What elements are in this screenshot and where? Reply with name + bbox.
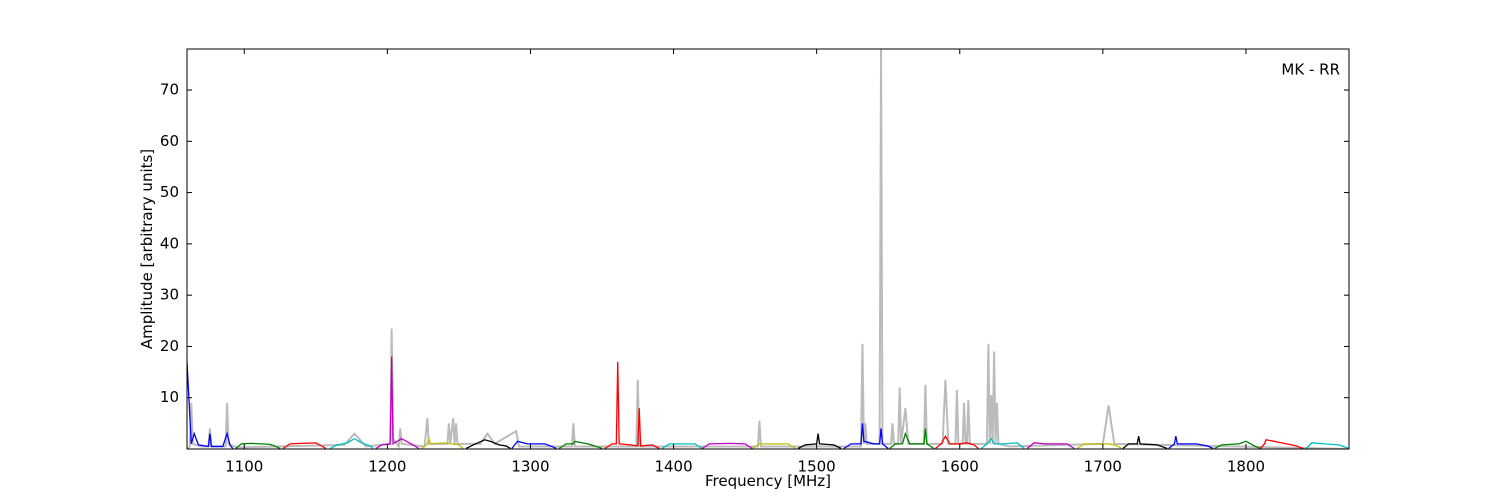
series-line [187, 49, 1349, 449]
series-line [235, 442, 281, 449]
series-line [1076, 443, 1122, 449]
series-line [751, 443, 796, 449]
series-line [558, 440, 603, 449]
series-line [701, 442, 753, 449]
series-line [935, 434, 979, 449]
y-tick-label: 20 [160, 337, 179, 355]
x-tick-label: 1800 [1227, 458, 1265, 476]
series-line [329, 437, 374, 449]
y-tick-label: 10 [160, 388, 179, 406]
y-tick-label: 40 [160, 234, 179, 252]
annotation: MK - RR [1281, 61, 1340, 79]
series-line [1026, 442, 1075, 449]
plot-frame [186, 48, 1350, 450]
series-line [661, 443, 703, 449]
series-line [889, 428, 935, 449]
series-line [604, 361, 660, 449]
series-line [511, 440, 557, 449]
x-tick-label: 1500 [798, 458, 836, 476]
series-line [282, 442, 327, 449]
series-line [465, 439, 511, 449]
x-tick-label: 1200 [368, 458, 406, 476]
y-axis-label: Amplitude [arbitrary units] [138, 149, 156, 349]
series-line [421, 436, 464, 449]
y-tick-label: 60 [160, 132, 179, 150]
series-line [375, 356, 420, 449]
x-tick-label: 1600 [941, 458, 979, 476]
x-axis-label: Frequency [MHz] [705, 472, 831, 490]
x-tick-label: 1700 [1084, 458, 1122, 476]
x-tick-label: 1300 [511, 458, 549, 476]
x-tick-label: 1100 [225, 458, 263, 476]
series-line [797, 433, 842, 449]
series-line [980, 437, 1025, 449]
series-line [1214, 440, 1261, 449]
series-line [1122, 436, 1168, 449]
series-line [187, 361, 234, 449]
series-line [843, 423, 889, 449]
series-line [1305, 442, 1349, 449]
x-tick-label: 1400 [654, 458, 692, 476]
y-tick-label: 50 [160, 183, 179, 201]
series-line [1168, 436, 1214, 449]
series-line [1259, 439, 1304, 449]
y-tick-label: 70 [160, 81, 179, 99]
y-tick-label: 30 [160, 286, 179, 304]
